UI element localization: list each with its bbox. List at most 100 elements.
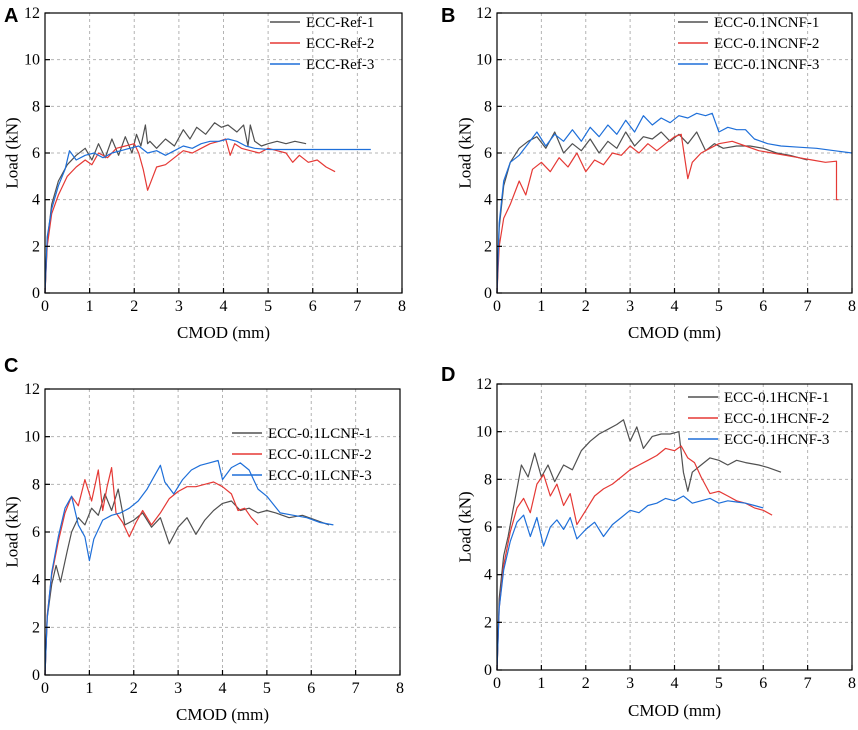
y-tick-label: 4 (484, 192, 492, 209)
x-tick-label: 4 (220, 298, 228, 315)
legend-label: ECC-0.1LCNF-1 (268, 426, 372, 442)
x-tick-label: 6 (309, 298, 317, 315)
y-tick-label: 6 (484, 519, 492, 536)
y-tick-label: 4 (32, 572, 40, 589)
legend-label: ECC-Ref-1 (306, 15, 374, 31)
legend-label: ECC-0.1HCNF-3 (724, 432, 829, 448)
x-tick-label: 5 (715, 675, 723, 692)
x-tick-label: 2 (582, 675, 590, 692)
legend: ECC-Ref-1 ECC-Ref-2 ECC-Ref-3 (270, 15, 374, 73)
y-tick-label: 12 (24, 381, 40, 398)
x-tick-label: 7 (352, 680, 360, 697)
y-axis-title: Load (kN) (456, 491, 475, 562)
y-tick-label: 10 (24, 429, 40, 446)
x-tick-label: 5 (264, 298, 272, 315)
x-tick-label: 5 (263, 680, 271, 697)
x-tick-label: 1 (85, 680, 93, 697)
y-tick-label: 0 (32, 667, 40, 684)
x-tick-label: 8 (396, 680, 404, 697)
legend-label: ECC-0.1HCNF-1 (724, 390, 829, 406)
series-line-3 (496, 112, 853, 294)
x-tick-label: 4 (219, 680, 227, 697)
x-tick-label: 6 (307, 680, 315, 697)
series-line-1 (496, 131, 808, 294)
legend-label: ECC-0.1LCNF-2 (268, 447, 372, 463)
x-tick-label: 3 (175, 298, 183, 315)
x-tick-label: 0 (493, 675, 501, 692)
y-axis-title: Load (kN) (3, 496, 22, 567)
panel-letter: A (4, 5, 18, 27)
x-axis-title: CMOD (mm) (177, 323, 270, 342)
series-line-1 (44, 488, 330, 676)
x-tick-label: 1 (86, 298, 94, 315)
series-line-2 (44, 138, 336, 294)
y-tick-label: 0 (32, 285, 40, 302)
legend-label: ECC-Ref-2 (306, 36, 374, 52)
y-tick-label: 2 (484, 238, 492, 255)
x-tick-label: 4 (671, 675, 679, 692)
y-tick-label: 2 (32, 238, 40, 255)
x-tick-label: 6 (759, 298, 767, 315)
y-tick-label: 10 (476, 52, 492, 69)
panel-letter: D (441, 364, 455, 386)
series-line-1 (496, 419, 782, 671)
legend-label: ECC-0.1NCNF-2 (714, 36, 819, 52)
x-tick-label: 5 (715, 298, 723, 315)
series-line-3 (44, 459, 334, 676)
panel-letter: B (441, 5, 455, 27)
x-tick-label: 3 (174, 680, 182, 697)
y-tick-label: 2 (484, 614, 492, 631)
x-tick-label: 3 (626, 675, 634, 692)
x-tick-label: 7 (353, 298, 361, 315)
x-tick-label: 0 (41, 680, 49, 697)
y-tick-label: 0 (484, 285, 492, 302)
legend-label: ECC-0.1HCNF-2 (724, 411, 829, 427)
x-tick-label: 0 (493, 298, 501, 315)
y-tick-label: 6 (32, 524, 40, 541)
y-tick-label: 8 (32, 476, 40, 493)
y-tick-label: 4 (32, 192, 40, 209)
y-tick-label: 12 (24, 5, 40, 22)
x-tick-label: 6 (759, 675, 767, 692)
y-tick-label: 8 (484, 98, 492, 115)
y-tick-label: 12 (476, 376, 492, 393)
y-tick-label: 10 (476, 424, 492, 441)
x-axis-title: CMOD (mm) (176, 705, 269, 724)
y-axis-title: Load (kN) (456, 117, 475, 188)
series-line-3 (496, 495, 764, 671)
x-tick-label: 7 (804, 675, 812, 692)
y-tick-label: 4 (484, 567, 492, 584)
legend-label: ECC-0.1NCNF-1 (714, 15, 819, 31)
legend-label: ECC-Ref-3 (306, 57, 374, 73)
x-tick-label: 8 (848, 298, 856, 315)
x-tick-label: 1 (537, 675, 545, 692)
y-tick-label: 12 (476, 5, 492, 22)
x-axis-title: CMOD (mm) (628, 323, 721, 342)
x-tick-label: 0 (41, 298, 49, 315)
series-line-2 (496, 445, 773, 671)
x-tick-label: 1 (537, 298, 545, 315)
y-tick-label: 6 (484, 145, 492, 162)
y-tick-label: 8 (484, 471, 492, 488)
series-line-2 (44, 467, 259, 676)
legend: ECC-0.1LCNF-1 ECC-0.1LCNF-2 ECC-0.1LCNF-3 (232, 426, 372, 484)
panel-letter: C (4, 355, 18, 377)
x-tick-label: 2 (582, 298, 590, 315)
y-tick-label: 2 (32, 619, 40, 636)
x-axis-title: CMOD (mm) (628, 701, 721, 720)
x-tick-label: 7 (804, 298, 812, 315)
series-line-2 (496, 133, 839, 294)
legend-label: ECC-0.1NCNF-3 (714, 57, 819, 73)
x-tick-label: 8 (398, 298, 406, 315)
x-tick-label: 2 (130, 298, 138, 315)
y-axis-title: Load (kN) (3, 117, 22, 188)
x-tick-label: 8 (848, 675, 856, 692)
x-tick-label: 2 (130, 680, 138, 697)
legend-label: ECC-0.1LCNF-3 (268, 468, 372, 484)
y-tick-label: 8 (32, 98, 40, 115)
